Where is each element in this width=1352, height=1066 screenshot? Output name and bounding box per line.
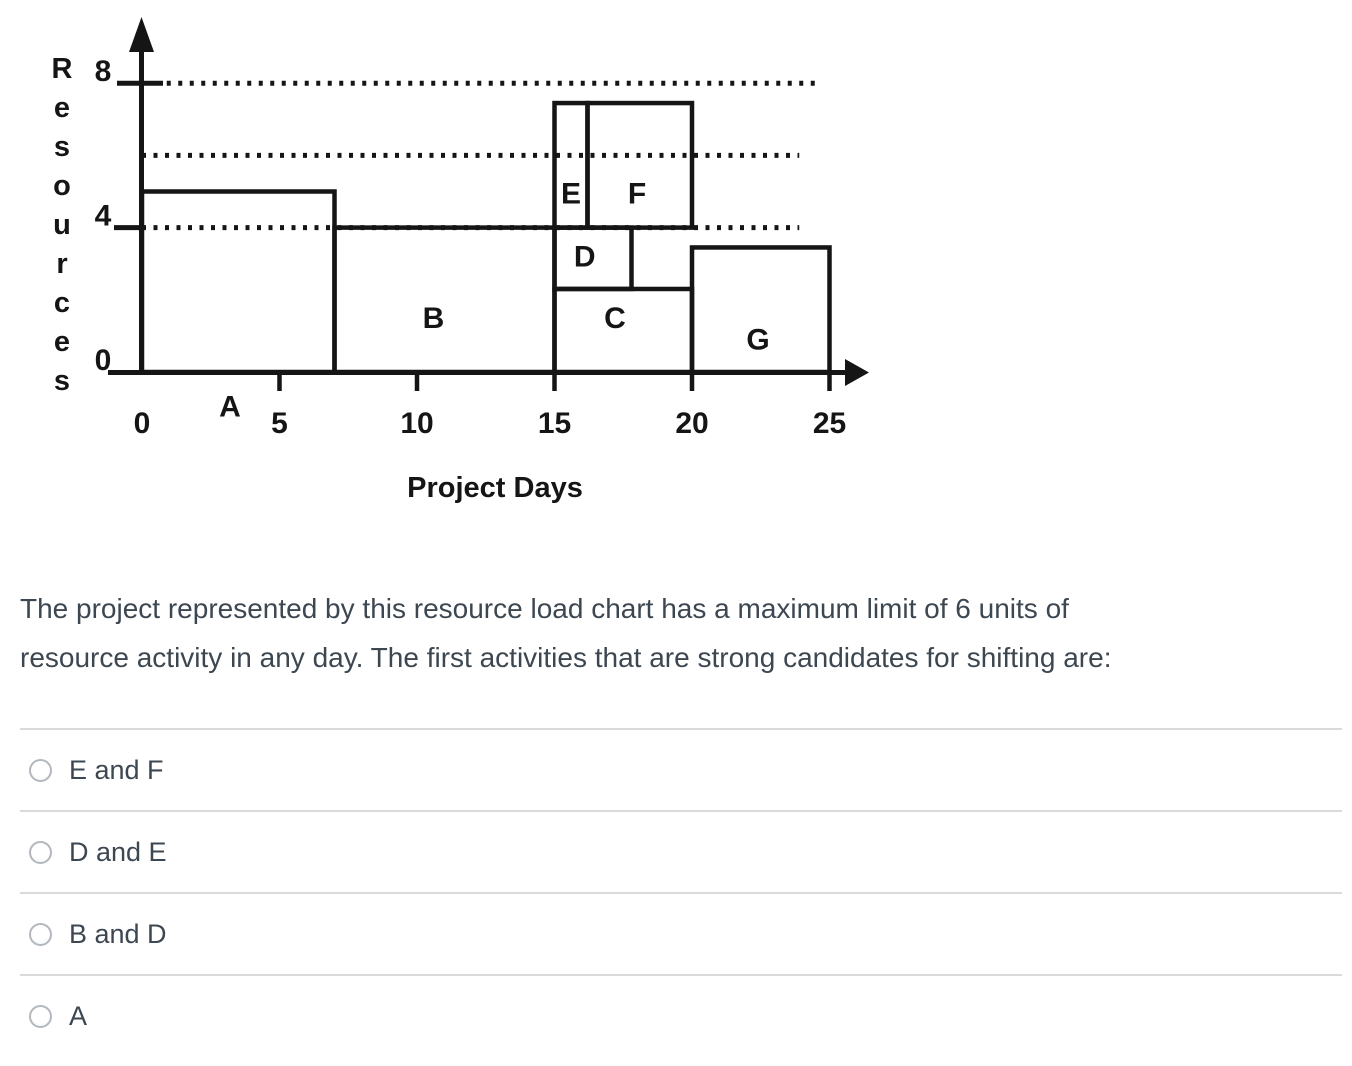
question-line-1: The project represented by this resource… xyxy=(20,593,1069,624)
radio-button[interactable] xyxy=(29,1004,52,1028)
activity-label-G: G xyxy=(746,324,769,357)
answer-option-2[interactable]: D and E xyxy=(20,810,1342,892)
radio-button[interactable] xyxy=(29,758,52,782)
y-tick-label-8: 8 xyxy=(95,55,112,88)
answer-option-1[interactable]: E and F xyxy=(20,728,1342,810)
question-line-2: resource activity in any day. The first … xyxy=(20,642,1112,673)
y-axis-title-letter-1: e xyxy=(54,92,70,124)
activity-label-C: C xyxy=(604,302,626,335)
answer-options: E and F D and E B and D A xyxy=(20,728,1342,1056)
x-tick-label-0: 0 xyxy=(134,407,151,440)
activity-label-F: F xyxy=(628,177,646,210)
activity-label-A: A xyxy=(219,390,241,423)
x-tick-label-15: 15 xyxy=(538,407,571,440)
answer-option-label: B and D xyxy=(69,918,167,949)
activity-block-A xyxy=(139,189,337,375)
y-axis-title-letter-5: r xyxy=(56,248,67,280)
y-tick-label-0: 0 xyxy=(95,344,112,377)
x-tick-label-20: 20 xyxy=(675,407,708,440)
answer-option-4[interactable]: A xyxy=(20,974,1342,1056)
answer-option-label: E and F xyxy=(69,754,164,785)
radio-button[interactable] xyxy=(29,922,52,946)
answer-option-3[interactable]: B and D xyxy=(20,892,1342,974)
y-axis-arrow xyxy=(129,17,154,52)
x-tick-label-10: 10 xyxy=(400,407,433,440)
answer-option-label: A xyxy=(69,1000,88,1031)
x-tick-label-25: 25 xyxy=(813,407,846,440)
y-axis-title-letter-8: s xyxy=(54,365,70,397)
activity-label-B: B xyxy=(423,302,445,335)
activity-block-B xyxy=(332,225,557,375)
y-axis-title-letter-3: o xyxy=(53,170,71,202)
y-axis-title-letter-4: u xyxy=(53,209,71,241)
x-axis-arrow xyxy=(845,359,869,386)
y-tick-label-4: 4 xyxy=(95,200,112,233)
x-axis-title: Project Days xyxy=(407,472,583,504)
y-axis-title-letter-7: e xyxy=(54,326,70,358)
answer-option-label: D and E xyxy=(69,836,167,867)
y-axis-title-letter-0: R xyxy=(52,53,73,85)
x-tick-label-5: 5 xyxy=(271,407,288,440)
activity-label-D: D xyxy=(574,240,596,273)
activity-label-E: E xyxy=(561,177,581,210)
y-axis-title-letter-2: s xyxy=(54,131,70,163)
activity-block-F xyxy=(585,100,695,230)
question-text: The project represented by this resource… xyxy=(20,584,1335,682)
y-axis-title-letter-6: c xyxy=(54,287,70,319)
radio-button[interactable] xyxy=(29,840,52,864)
